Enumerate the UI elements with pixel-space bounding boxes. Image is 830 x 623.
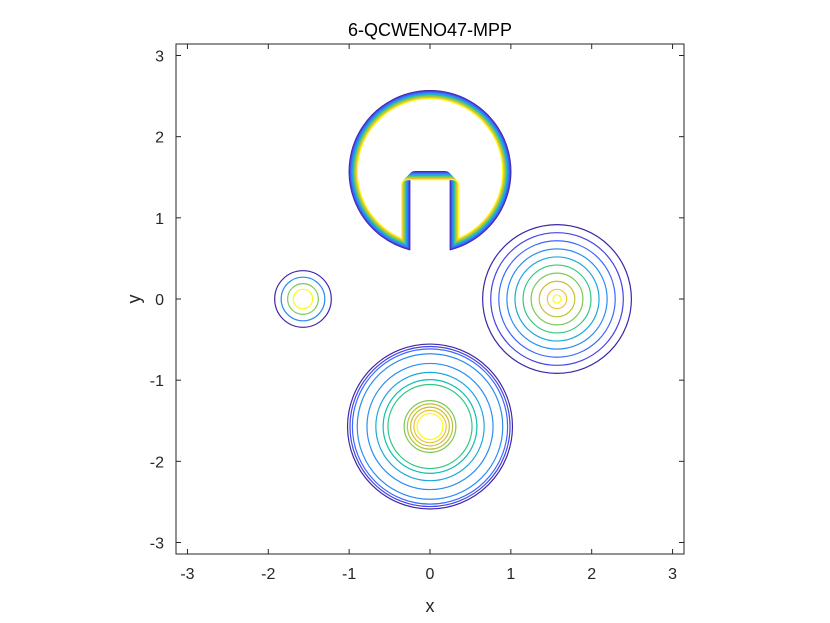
axes: -3 -2 -1 0 1 2 3 -3 -2 -1 0 1 2 3 bbox=[150, 43, 685, 583]
y-tick-label: -1 bbox=[150, 373, 164, 390]
contour-line bbox=[355, 97, 505, 241]
contour-line bbox=[349, 345, 511, 508]
x-tick-label: 3 bbox=[668, 566, 677, 583]
contour-line bbox=[353, 95, 507, 244]
contour-line bbox=[514, 256, 600, 342]
contour-line bbox=[498, 240, 616, 358]
contour-line bbox=[552, 294, 562, 304]
contour-line bbox=[350, 91, 510, 249]
cone-contours bbox=[482, 224, 632, 374]
contour-line bbox=[406, 403, 454, 450]
contour-line bbox=[409, 406, 451, 447]
contour-line bbox=[280, 276, 326, 322]
x-tick-label: 2 bbox=[587, 566, 596, 583]
contour-line bbox=[366, 362, 494, 491]
contour-line bbox=[413, 409, 447, 444]
contour-line bbox=[490, 232, 624, 366]
contour-line bbox=[375, 371, 485, 482]
contour-line bbox=[538, 280, 576, 318]
x-tick-label: -1 bbox=[342, 566, 356, 583]
y-tick-label: 1 bbox=[155, 211, 164, 228]
y-tick-label: 0 bbox=[155, 292, 164, 309]
contour-line bbox=[403, 400, 457, 453]
contour-line bbox=[352, 93, 508, 246]
contour-line bbox=[356, 353, 504, 500]
contour-line bbox=[546, 288, 568, 310]
contour-line bbox=[287, 283, 319, 315]
small-bump-contours bbox=[274, 270, 332, 328]
contour-line bbox=[351, 92, 509, 247]
contour-line bbox=[387, 383, 473, 470]
chart-title: 6-QCWENO47-MPP bbox=[348, 20, 512, 40]
contour-line bbox=[506, 248, 608, 350]
contour-line bbox=[346, 343, 514, 510]
contour-line bbox=[351, 348, 509, 505]
contour-line bbox=[348, 90, 512, 251]
contour-line bbox=[353, 94, 507, 245]
contour-line bbox=[356, 98, 504, 240]
x-tick-label: -3 bbox=[180, 566, 194, 583]
contour-line bbox=[382, 379, 478, 475]
x-axis-label: x bbox=[426, 596, 435, 616]
hump-contours bbox=[346, 343, 514, 510]
slotted-disk-contours bbox=[348, 90, 512, 251]
contour-line bbox=[522, 264, 592, 334]
x-tick-label: 0 bbox=[426, 566, 435, 583]
y-tick-label: -3 bbox=[150, 536, 164, 553]
x-tick-label: -2 bbox=[261, 566, 275, 583]
contour-line bbox=[530, 272, 584, 326]
contour-line bbox=[349, 90, 511, 250]
y-axis-label: y bbox=[124, 295, 144, 304]
contour-line bbox=[354, 96, 506, 242]
y-tick-label: 3 bbox=[155, 48, 164, 65]
y-tick-label: 2 bbox=[155, 130, 164, 147]
contour-line bbox=[416, 412, 444, 441]
plot-area bbox=[274, 90, 632, 510]
contour-line bbox=[292, 288, 314, 310]
contour-line bbox=[274, 270, 332, 328]
contour-line bbox=[482, 224, 632, 374]
y-tick-label: -2 bbox=[150, 454, 164, 471]
x-tick-label: 1 bbox=[506, 566, 515, 583]
